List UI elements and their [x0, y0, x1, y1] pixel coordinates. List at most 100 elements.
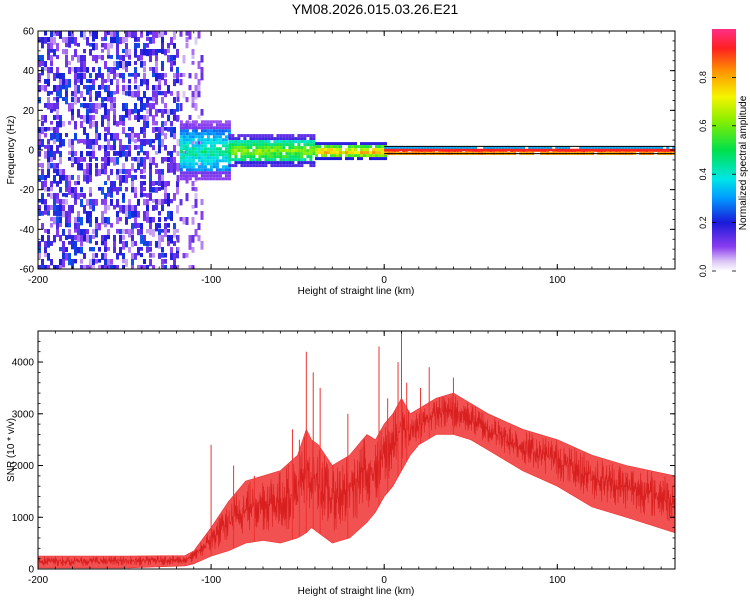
- heatmap-cell: [258, 134, 262, 138]
- heatmap-cell: [50, 127, 53, 131]
- heatmap-cell: [92, 229, 95, 235]
- heatmap-cell: [215, 153, 219, 157]
- heatmap-cell: [191, 168, 195, 172]
- heatmap-cell: [38, 199, 41, 203]
- heatmap-cell: [203, 168, 207, 172]
- heatmap-cell: [240, 146, 244, 150]
- heatmap-cell: [252, 137, 256, 141]
- heatmap-cell: [95, 253, 98, 258]
- heatmap-cell: [306, 155, 310, 159]
- heatmap-cell: [104, 109, 107, 117]
- heatmap-cell: [270, 161, 274, 165]
- heatmap-cell: [315, 157, 318, 161]
- heatmap-cell: [258, 155, 262, 159]
- heatmap-cell: [110, 79, 113, 86]
- heatmap-cell: [158, 139, 161, 148]
- heatmap-cell: [188, 150, 192, 154]
- heatmap-cell: [170, 217, 173, 221]
- heatmap-cell: [56, 199, 59, 204]
- heatmap-cell: [231, 149, 235, 153]
- heatmap-cell: [185, 120, 189, 124]
- heatmap-cell: [227, 168, 231, 172]
- heatmap-cell: [125, 85, 128, 91]
- heatmap-cell: [134, 145, 137, 150]
- heatmap-cell: [197, 156, 201, 160]
- heatmap-cell: [173, 169, 176, 175]
- heatmap-cell: [95, 259, 98, 264]
- heatmap-cell: [212, 150, 216, 154]
- heatmap-cell: [291, 134, 295, 138]
- heatmap-cell: [176, 229, 179, 233]
- heatmap-cell: [203, 171, 207, 175]
- heatmap-cell: [173, 79, 176, 87]
- heatmap-cell: [89, 265, 92, 269]
- heatmap-cell: [65, 43, 68, 48]
- heatmap-cell: [65, 187, 68, 192]
- heatmap-cell: [56, 43, 59, 52]
- heatmap-cell: [252, 143, 256, 147]
- heatmap-cell: [62, 199, 65, 205]
- heatmap-cell: [44, 85, 47, 92]
- heatmap-cell: [62, 37, 65, 43]
- heatmap-cell: [540, 146, 544, 149]
- heatmap-cell: [486, 146, 490, 149]
- heatmap-cell: [83, 61, 86, 68]
- heatmap-cell: [200, 211, 204, 220]
- heatmap-cell: [149, 49, 152, 56]
- heatmap-cell: [56, 31, 59, 36]
- heatmap-cell: [53, 169, 56, 174]
- heatmap-cell: [134, 133, 137, 138]
- heatmap-cell: [255, 140, 259, 144]
- heatmap-cell: [161, 253, 164, 258]
- heatmap-cell: [41, 37, 44, 46]
- heatmap-cell: [351, 142, 354, 146]
- heatmap-cell: [68, 187, 71, 195]
- heatmap-cell: [441, 146, 445, 149]
- heatmap-cell: [185, 162, 189, 166]
- heatmap-cell: [191, 150, 195, 154]
- heatmap-cell: [107, 157, 110, 166]
- heatmap-cell: [258, 137, 262, 141]
- heatmap-cell: [191, 126, 195, 130]
- heatmap-cell: [300, 155, 304, 159]
- heatmap-cell: [300, 152, 304, 156]
- heatmap-cell: [297, 149, 301, 153]
- heatmap-cell: [44, 127, 47, 132]
- heatmap-cell: [137, 199, 140, 206]
- heatmap-cell: [152, 91, 155, 98]
- heatmap-cell: [92, 253, 95, 260]
- heatmap-cell: [158, 241, 161, 249]
- heatmap-cell: [146, 121, 149, 129]
- heatmap-cell: [312, 134, 316, 138]
- heatmap-cell: [44, 229, 47, 233]
- heatmap-cell: [324, 151, 327, 155]
- heatmap-cell: [65, 175, 68, 183]
- heatmap-cell: [246, 146, 250, 150]
- heatmap-cell: [231, 146, 235, 150]
- heatmap-cell: [173, 43, 176, 49]
- heatmap-cell: [312, 137, 316, 141]
- heatmap-cell: [119, 55, 122, 61]
- heatmap-cell: [288, 137, 292, 141]
- heatmap-cell: [209, 156, 213, 160]
- heatmap-cell: [179, 156, 183, 160]
- heatmap-cell: [134, 109, 137, 114]
- heatmap-cell: [110, 103, 113, 112]
- heatmap-cell: [228, 158, 232, 162]
- heatmap-cell: [294, 164, 298, 168]
- heatmap-cell: [110, 157, 113, 163]
- heatmap-cell: [378, 148, 381, 152]
- heatmap-cell: [456, 146, 460, 149]
- heatmap-cell: [191, 129, 195, 133]
- heatmap-cell: [191, 91, 195, 99]
- heatmap-cell: [65, 181, 68, 190]
- heatmap-cell: [191, 103, 195, 108]
- heatmap-cell: [243, 155, 247, 159]
- heatmap-cell: [396, 146, 400, 149]
- heatmap-cell: [101, 97, 104, 103]
- heatmap-cell: [339, 151, 342, 155]
- heatmap-cell: [140, 163, 143, 167]
- colorbar-tick-label: 0.0: [698, 265, 708, 278]
- heatmap-cell: [89, 157, 92, 163]
- heatmap-cell: [128, 205, 131, 213]
